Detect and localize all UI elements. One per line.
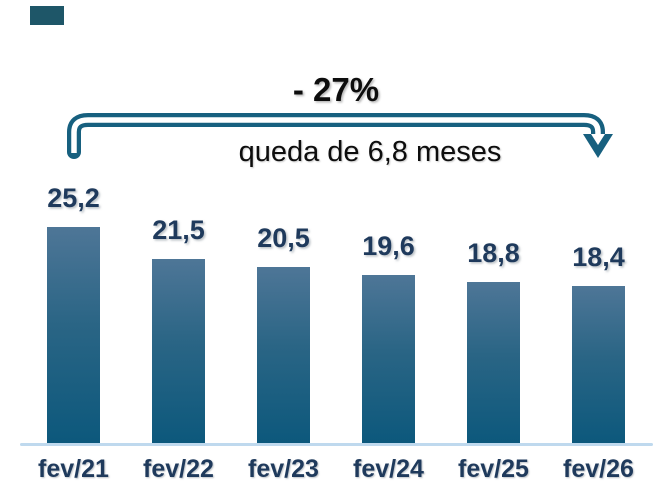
x-axis-label: fev/21 (38, 455, 109, 483)
bar-value-label: 18,4 (572, 242, 625, 272)
bar (152, 259, 205, 444)
x-axis-label: fev/25 (458, 455, 529, 483)
bar (467, 282, 520, 444)
drop-months-label: queda de 6,8 meses (238, 136, 502, 168)
bar-value-label: 18,8 (467, 238, 520, 268)
percent-change-label: - 27% (292, 71, 380, 108)
x-axis-label: fev/26 (563, 455, 634, 483)
bar-value-label: 25,2 (47, 183, 100, 213)
bar (47, 227, 100, 444)
x-axis-baseline (20, 443, 653, 446)
bar-value-label: 21,5 (152, 215, 205, 245)
x-axis-label: fev/22 (143, 455, 214, 483)
bar (257, 267, 310, 444)
bar-value-label: 19,6 (362, 231, 415, 261)
corner-accent-block (30, 6, 64, 25)
bar (362, 275, 415, 444)
x-axis-label: fev/24 (353, 455, 424, 483)
bar-value-label: 20,5 (257, 223, 310, 253)
bar (572, 286, 625, 444)
x-axis-label: fev/23 (248, 455, 319, 483)
